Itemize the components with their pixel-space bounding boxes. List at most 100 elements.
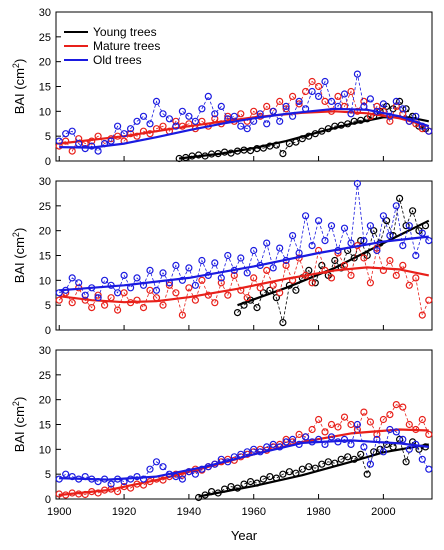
data-point-mature-trees bbox=[418, 415, 426, 424]
data-point-mature-trees bbox=[315, 82, 323, 91]
data-point-young-trees bbox=[402, 222, 410, 230]
data-point-young-trees bbox=[337, 455, 345, 463]
data-point-old-trees bbox=[237, 254, 245, 262]
trend-line-mature-trees bbox=[59, 266, 430, 304]
data-point-mature-trees bbox=[178, 311, 186, 319]
data-point-mature-trees bbox=[425, 430, 433, 438]
y-tick-label: 0 bbox=[45, 156, 51, 168]
data-point-old-trees bbox=[276, 244, 284, 252]
data-point-old-trees bbox=[379, 100, 387, 108]
data-point-old-trees bbox=[263, 443, 271, 451]
data-point-old-trees bbox=[282, 438, 290, 446]
data-point-old-trees bbox=[392, 202, 400, 210]
data-point-mature-trees bbox=[295, 430, 303, 438]
data-point-old-trees bbox=[81, 291, 89, 299]
data-point-mature-trees bbox=[308, 279, 316, 287]
y-tick-label: 10 bbox=[39, 444, 51, 456]
y-axis-label: BAI (cm2) bbox=[11, 228, 27, 284]
data-point-young-trees bbox=[344, 453, 352, 461]
data-point-mature-trees bbox=[211, 299, 219, 307]
data-point-young-trees bbox=[350, 117, 358, 125]
y-tick-label: 15 bbox=[39, 420, 51, 432]
data-point-mature-trees bbox=[321, 428, 329, 436]
data-point-old-trees bbox=[204, 92, 212, 101]
data-point-old-trees bbox=[276, 117, 284, 125]
data-point-old-trees bbox=[185, 264, 193, 272]
data-point-old-trees bbox=[237, 122, 245, 130]
x-tick-label: 1960 bbox=[241, 506, 265, 518]
data-point-old-trees bbox=[224, 251, 232, 260]
data-point-old-trees bbox=[198, 465, 206, 473]
data-point-mature-trees bbox=[315, 415, 323, 424]
data-point-old-trees bbox=[243, 269, 251, 277]
trend-line-old-trees bbox=[59, 235, 429, 292]
data-point-old-trees bbox=[295, 97, 303, 106]
data-point-young-trees bbox=[396, 97, 404, 106]
data-point-mature-trees bbox=[224, 291, 232, 299]
data-point-young-trees bbox=[240, 480, 248, 488]
data-point-young-trees bbox=[253, 304, 261, 312]
data-point-old-trees bbox=[250, 445, 258, 453]
data-point-mature-trees bbox=[302, 87, 310, 96]
data-point-old-trees bbox=[405, 445, 413, 453]
trend-line-old-trees bbox=[59, 439, 429, 481]
y-tick-label: 0 bbox=[45, 494, 51, 506]
data-point-mature-trees bbox=[327, 420, 336, 429]
data-point-young-trees bbox=[357, 450, 365, 458]
y-tick-label: 10 bbox=[39, 106, 51, 118]
series-line-young-trees bbox=[237, 198, 426, 323]
trend-line-young-trees bbox=[237, 219, 430, 307]
data-point-old-trees bbox=[425, 127, 433, 135]
data-point-mature-trees bbox=[198, 276, 206, 284]
data-point-young-trees bbox=[402, 105, 410, 113]
data-point-old-trees bbox=[159, 269, 167, 277]
y-tick-label: 25 bbox=[39, 370, 51, 382]
data-point-old-trees bbox=[159, 463, 167, 471]
series-line-mature-trees bbox=[58, 244, 430, 317]
data-point-old-trees bbox=[217, 274, 225, 282]
data-point-mature-trees bbox=[113, 306, 122, 314]
data-point-mature-trees bbox=[366, 279, 374, 287]
y-tick-label: 25 bbox=[39, 201, 51, 213]
data-point-old-trees bbox=[373, 246, 381, 255]
data-point-old-trees bbox=[263, 239, 271, 247]
data-point-mature-trees bbox=[392, 401, 400, 409]
series-line-old-trees bbox=[58, 74, 430, 152]
data-point-young-trees bbox=[246, 478, 255, 486]
data-point-old-trees bbox=[386, 425, 394, 434]
y-tick-label: 5 bbox=[45, 469, 51, 481]
data-point-old-trees bbox=[100, 276, 109, 284]
data-point-mature-trees bbox=[263, 102, 271, 111]
data-point-young-trees bbox=[357, 237, 365, 245]
data-point-young-trees bbox=[363, 470, 371, 478]
data-point-old-trees bbox=[139, 475, 148, 483]
panel-middle: 0 5 10 15 20 25 30 BAI (cm2) bbox=[11, 176, 433, 337]
data-point-young-trees bbox=[279, 319, 287, 327]
data-point-mature-trees bbox=[250, 274, 258, 282]
data-point-mature-trees bbox=[353, 107, 361, 115]
data-point-mature-trees bbox=[237, 110, 245, 118]
legend-label-old: Old trees bbox=[93, 53, 142, 67]
data-point-mature-trees bbox=[276, 97, 284, 106]
data-point-mature-trees bbox=[269, 281, 277, 289]
data-point-young-trees bbox=[331, 256, 339, 265]
data-point-young-trees bbox=[318, 460, 326, 468]
data-point-old-trees bbox=[120, 130, 128, 138]
data-point-mature-trees bbox=[360, 254, 368, 262]
data-point-old-trees bbox=[269, 440, 277, 448]
data-point-mature-trees bbox=[425, 296, 433, 304]
data-point-mature-trees bbox=[308, 77, 316, 86]
data-point-mature-trees bbox=[94, 291, 102, 299]
data-point-old-trees bbox=[165, 115, 173, 123]
data-point-old-trees bbox=[243, 125, 251, 133]
y-axis-label-superscript: 2 bbox=[11, 401, 21, 406]
data-point-young-trees bbox=[305, 266, 313, 274]
data-point-mature-trees bbox=[282, 261, 290, 269]
y-tick-label: 5 bbox=[45, 131, 51, 143]
data-point-mature-trees bbox=[347, 271, 355, 279]
data-point-old-trees bbox=[282, 102, 290, 111]
data-point-old-trees bbox=[68, 274, 76, 282]
data-point-mature-trees bbox=[295, 100, 303, 108]
data-point-young-trees bbox=[266, 473, 274, 481]
data-point-old-trees bbox=[250, 246, 258, 255]
